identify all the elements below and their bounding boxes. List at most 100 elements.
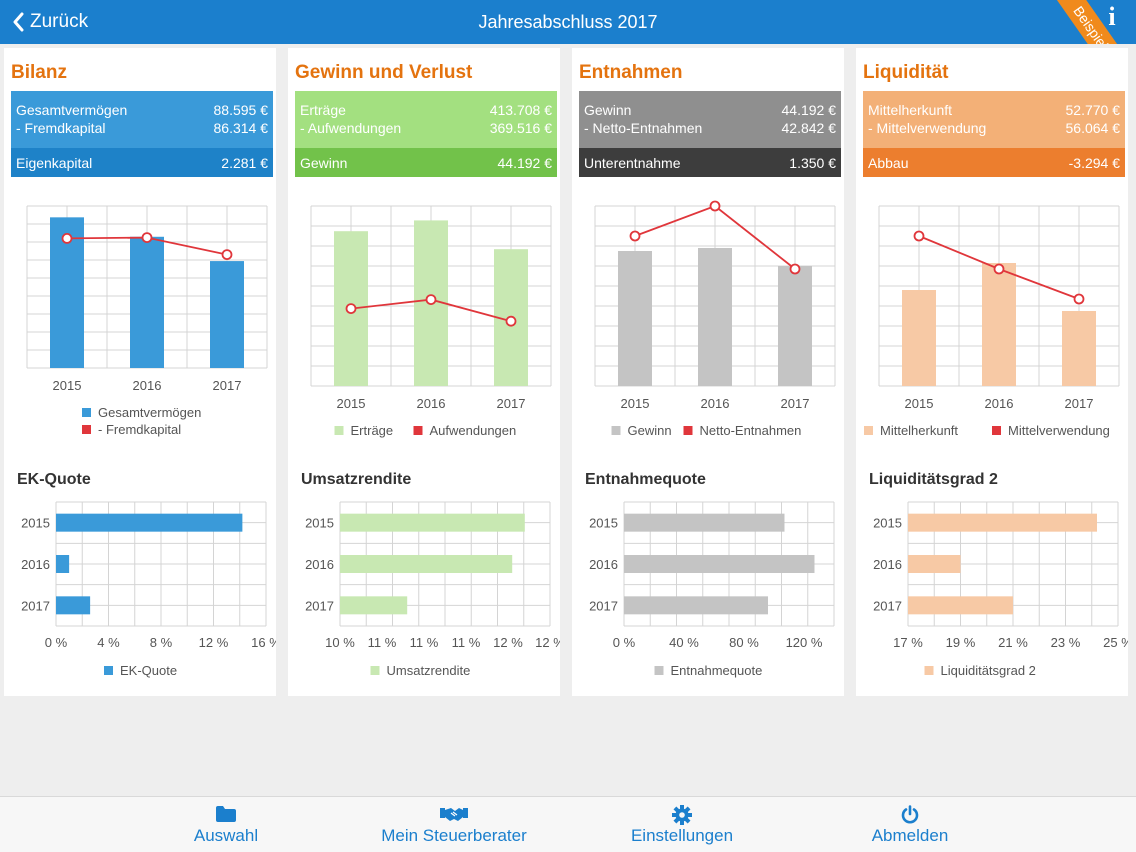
y-tick-label: 2015 [589,516,618,531]
tab-label: Einstellungen [630,826,734,845]
y-tick-label: 2016 [305,557,334,572]
legend-label: - Fremdkapital [98,422,181,437]
x-tick-label: 19 % [946,635,976,650]
card-liquiditaet: Liquidität Mittelherkunft 52.770 € - Mittel… [856,48,1128,696]
x-tick-label: 120 % [786,635,823,650]
summary-result: Unterentnahme 1.350 € [579,148,841,177]
sub-chart-title: Entnahmequote [585,471,706,488]
dashboard: Bilanz Gesamtvermögen 88.595 € - Fremdkapit… [0,44,1136,796]
horizontal-bar-chart: 2015 2016 2017 0 % 40 % 80 % 120 % Entnahmequot… [589,501,835,678]
line-point-2015 [629,230,641,242]
legend-label: EK-Quote [120,663,177,678]
y-tick-label: 2017 [873,598,902,613]
hbar-2017 [56,596,91,615]
x-tick-label: 17 % [893,635,923,650]
summary-label: - Mittelverwendung [868,120,987,136]
summary-row: Gesamtvermögen 88.595 € [16,101,268,119]
legend-swatch [370,666,380,675]
summary-result: Abbau -3.294 € [863,148,1125,177]
tab-abmelden[interactable]: Abmelden [800,797,1020,852]
x-tick-label: 10 % [325,635,355,650]
x-tick-label: 2016 [985,396,1014,411]
hbar-2016 [56,555,70,573]
y-tick-label: 2016 [589,557,618,572]
x-tick-label: 2017 [1065,396,1094,411]
tab-einstellungen[interactable]: Einstellungen [572,797,792,852]
tab-bar: Auswahl Mein Steuerberater Einstellungen… [0,796,1136,852]
x-tick-label: 0 % [45,635,68,650]
legend-swatch [82,408,91,417]
x-tick-label: 2016 [133,378,162,393]
y-tick-label: 2015 [873,516,902,531]
legend-label: Aufwendungen [430,423,517,438]
summary-value: 86.314 € [213,120,269,136]
line-point-2017 [1073,293,1085,305]
legend-swatch [413,426,423,435]
tab-label: Abmelden [871,826,949,845]
horizontal-bar-chart: 2015 2016 2017 10 % 11 % 11 % 11 % 12 % 12 % Umsa… [305,501,560,678]
hbar-2016 [340,555,513,573]
summary-top: Gewinn 44.192 € - Netto-Entnahmen 42.842 € [579,91,841,148]
y-tick-label: 2016 [21,557,50,572]
x-tick-label: 2015 [621,396,650,411]
line-point-2015 [345,303,357,314]
y-tick-label: 2017 [21,598,50,613]
x-tick-label: 80 % [729,635,759,650]
summary-label: Erträge [300,102,346,118]
x-tick-label: 25 % [1103,635,1128,650]
x-tick-label: 40 % [669,635,699,650]
summary-box: Gewinn 44.192 € - Netto-Entnahmen 42.842 € U… [579,91,841,177]
summary-top: Mittelherkunft 52.770 € - Mittelverwendung… [863,91,1125,148]
summary-label: Gewinn [584,102,632,118]
bar-2015 [902,290,936,386]
header-bar: Zurück Jahresabschluss 2017 Beispieldate… [0,0,1136,44]
line-point-2015 [913,230,925,242]
legend-swatch [82,425,91,434]
summary-box: Gesamtvermögen 88.595 € - Fremdkapital 86.3… [11,91,273,177]
x-tick-label: 2017 [781,396,810,411]
x-tick-label: 23 % [1051,635,1081,650]
legend-label: Entnahmequote [671,663,763,678]
card-bilanz: Bilanz Gesamtvermögen 88.595 € - Fremdkapit… [4,48,276,696]
info-icon[interactable]: i [1108,2,1116,31]
line-point-2017 [505,315,517,327]
summary-value: 52.770 € [1065,102,1121,118]
legend-swatch [992,426,1001,435]
tab-auswahl[interactable]: Auswahl [116,797,336,852]
legend-label: Mittelverwendung [1008,423,1110,438]
summary-value: 56.064 € [1065,120,1121,136]
card-title: Entnahmen [579,62,683,83]
summary-row: Erträge 413.708 € [300,101,552,119]
result-value: 1.350 € [789,154,836,171]
card-title: Bilanz [11,62,67,83]
legend-swatch [104,666,113,675]
folder-icon [216,806,236,822]
hbar-2016 [624,555,815,573]
y-tick-label: 2017 [589,598,618,613]
x-tick-label: 2016 [701,396,730,411]
bar-2016 [982,263,1016,386]
summary-row: - Netto-Entnahmen 42.842 € [584,119,836,137]
summary-value: 369.516 € [489,120,552,136]
chevron-left-icon [13,12,24,32]
tab-mein-steuerberater[interactable]: Mein Steuerberater [344,797,564,852]
legend-swatch [654,666,664,675]
summary-row: - Mittelverwendung 56.064 € [868,119,1120,137]
x-tick-label: 2015 [905,396,934,411]
summary-value: 413.708 € [489,102,552,118]
x-tick-label: 16 % [251,635,276,650]
handshake-icon [440,808,468,821]
combo-chart: 2015 2016 2017 Gesamtvermögen - Fremdkapital [26,205,268,437]
summary-label: - Aufwendungen [300,120,402,136]
back-button[interactable]: Zurück [12,0,88,44]
hbar-2017 [908,596,1013,615]
x-tick-label: 2017 [497,396,526,411]
legend-label: Gewinn [628,423,672,438]
x-tick-label: 4 % [97,635,120,650]
hbar-2015 [908,513,1097,532]
bar-2016 [698,248,732,386]
result-label: Gewinn [300,154,348,171]
summary-value: 42.842 € [781,120,837,136]
x-tick-label: 11 % [410,635,439,650]
legend-swatch [864,426,873,435]
